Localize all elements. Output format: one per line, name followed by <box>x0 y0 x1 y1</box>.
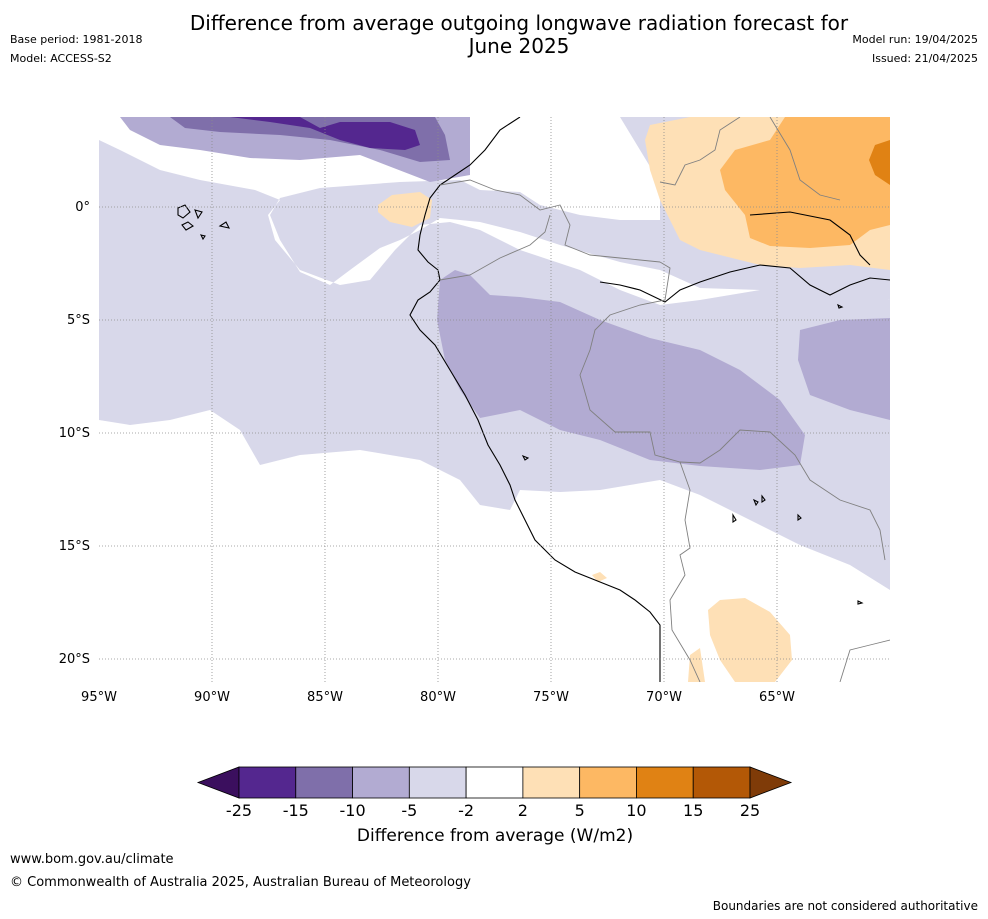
map-panel <box>99 117 890 682</box>
model-run: Model run: 19/04/2025 <box>852 33 978 46</box>
model-name: Model: ACCESS-S2 <box>10 52 112 65</box>
website-link[interactable]: www.bom.gov.au/climate <box>10 852 174 867</box>
colorbar-tick-label: -5 <box>401 801 417 820</box>
colorbar-tick-label: -25 <box>226 801 252 820</box>
lat-label: 0° <box>75 200 90 215</box>
lon-label: 95°W <box>81 690 117 705</box>
colorbar-tick-label: 10 <box>626 801 646 820</box>
anomaly-region-neg15 <box>230 117 420 150</box>
lat-label: 20°S <box>59 652 90 667</box>
lon-label: 75°W <box>533 690 569 705</box>
issued-date: Issued: 21/04/2025 <box>871 52 978 65</box>
lon-axis-labels: 95°W 90°W 85°W 80°W 75°W 70°W 65°W <box>81 690 795 705</box>
lon-label: 70°W <box>646 690 682 705</box>
copyright-text: © Commonwealth of Australia 2025, Austra… <box>10 875 471 890</box>
colorbar-segment <box>522 766 581 799</box>
colorbar-segment <box>238 766 297 799</box>
coastline <box>177 117 890 682</box>
colorbar: -25 -15 -10 -5 -2 2 5 10 15 25 <box>196 766 793 820</box>
colorbar-segment <box>352 766 410 799</box>
colorbar-tick-label: -15 <box>283 801 309 820</box>
colorbar-segment <box>579 766 637 799</box>
anomaly-region-pos5 <box>720 117 890 248</box>
country-borders <box>439 117 890 682</box>
disclaimer-text: Boundaries are not considered authoritat… <box>712 899 978 913</box>
chart-title: Difference from average outgoing longwav… <box>150 12 888 58</box>
lat-label: 5°S <box>67 313 90 328</box>
colorbar-tick-label: -10 <box>339 801 365 820</box>
lat-axis-labels: 0° 5°S 10°S 15°S 20°S <box>59 200 90 667</box>
colorbar-segment <box>636 766 694 799</box>
anomaly-region-pos2 <box>378 117 890 682</box>
title-line-1: Difference from average outgoing longwav… <box>189 11 849 35</box>
meta-left: Base period: 1981-2018 Model: ACCESS-S2 <box>10 33 142 71</box>
lat-label: 15°S <box>59 539 90 554</box>
colorbar-tick-label: 25 <box>740 801 760 820</box>
colorbar-tick-label: 2 <box>518 801 528 820</box>
colorbar-segment <box>692 766 751 799</box>
colorbar-tick-label: -2 <box>458 801 474 820</box>
colorbar-extend-high <box>749 766 793 799</box>
gridlines <box>99 117 890 682</box>
base-period: Base period: 1981-2018 <box>10 33 143 46</box>
lon-label: 90°W <box>194 690 230 705</box>
colorbar-extend-low <box>196 766 240 799</box>
colorbar-title: Difference from average (W/m2) <box>356 826 634 846</box>
colorbar-tick-label: 5 <box>575 801 585 820</box>
anomaly-region-pos10 <box>869 140 890 185</box>
lon-label: 80°W <box>420 690 456 705</box>
colorbar-tick-label: 15 <box>683 801 703 820</box>
lat-label: 10°S <box>59 426 90 441</box>
lon-label: 65°W <box>759 690 795 705</box>
colorbar-segment <box>465 766 524 799</box>
title-line-2: June 2025 <box>468 34 570 58</box>
meta-right: Model run: 19/04/2025 Issued: 21/04/2025 <box>852 33 978 71</box>
colorbar-segment <box>295 766 353 799</box>
colorbar-segment <box>408 766 467 799</box>
anomaly-region-neg5 <box>120 117 890 470</box>
lon-label: 85°W <box>307 690 343 705</box>
